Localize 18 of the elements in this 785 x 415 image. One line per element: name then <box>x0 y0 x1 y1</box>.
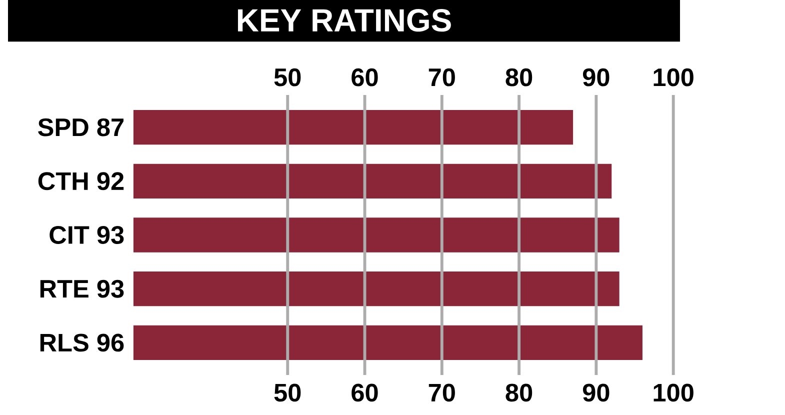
x-tick-label: 80 <box>506 68 532 86</box>
x2-tick-label: 80 <box>506 384 532 402</box>
y-tick-label: RLS 96 <box>40 334 124 352</box>
y-tick-label: CIT 93 <box>50 226 124 244</box>
x2-tick-label: 70 <box>428 384 455 402</box>
x2-tick-label: 60 <box>352 384 378 402</box>
y-tick-label: SPD 87 <box>38 118 124 136</box>
x-tick-label: 90 <box>582 68 610 86</box>
x2-tick-label: 50 <box>274 384 301 402</box>
x-tick-label: 70 <box>428 68 455 86</box>
x-tick-label: 100 <box>654 68 694 86</box>
x-tick-label: 50 <box>274 68 301 86</box>
y-tick-label: CTH 92 <box>38 172 124 190</box>
chart-title: KEY RATINGS <box>238 9 451 32</box>
x-tick-label: 60 <box>352 68 378 86</box>
x2-tick-label: 100 <box>654 384 694 402</box>
x2-tick-label: 90 <box>582 384 610 402</box>
y-tick-label: RTE 93 <box>40 280 124 298</box>
